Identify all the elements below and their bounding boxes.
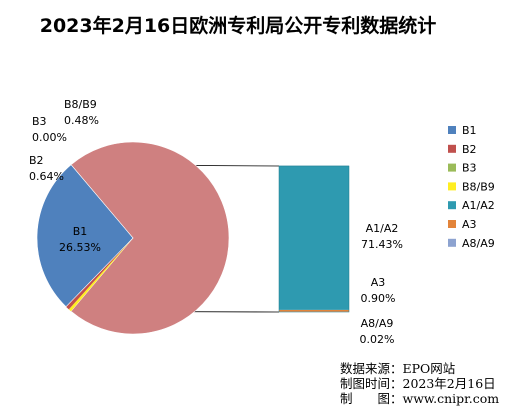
data-label-b3: B3 0.00% [32, 115, 67, 144]
legend-label-a8-a9: A8/A9 [462, 237, 495, 250]
chart-title: 2023年2月16日欧洲专利局公开专利数据统计 [40, 14, 437, 37]
data-label-b8-b9-value: 0.48% [64, 114, 99, 127]
data-label-a3: A3 0.90% [361, 276, 396, 305]
pie-slice-b1 [36, 164, 134, 308]
data-label-a1-a2-name: A1/A2 [366, 222, 399, 235]
legend-swatch-a3 [448, 220, 456, 228]
bar-outline [278, 165, 350, 313]
pie [36, 141, 230, 335]
pie-slice-b2 [66, 238, 133, 310]
legend-item-a3: A3 [448, 218, 477, 231]
pie-slice-b8-b9 [68, 238, 133, 312]
legend-swatch-b3 [448, 163, 456, 172]
legend-item-b2: B2 [448, 143, 477, 156]
legend-label-b1: B1 [462, 124, 477, 137]
data-label-a3-value: 0.90% [361, 292, 396, 305]
legend-item-a1-a2: A1/A2 [448, 199, 495, 212]
legend-item-a8-a9: A8/A9 [448, 237, 495, 250]
data-label-b8-b9: B8/B9 0.48% [64, 98, 99, 127]
source-block: 数据来源：EPO网站 制图时间：2023年2月16日 制 图：www.cnipr… [340, 361, 499, 406]
legend-swatch-b8-b9 [448, 182, 456, 191]
data-label-b2: B2 0.64% [29, 154, 64, 183]
legend-label-a3: A3 [462, 218, 477, 231]
legend: B1 B2 B3 B8/B9 A1/A2 A3 A8/A9 [448, 124, 495, 250]
legend-label-b8-b9: B8/B9 [462, 180, 495, 193]
source-line-1: 数据来源：EPO网站 [340, 361, 455, 376]
legend-swatch-a1-a2 [448, 201, 456, 210]
source-line-3: 制 图：www.cnipr.com [340, 391, 499, 406]
legend-item-b8-b9: B8/B9 [448, 180, 495, 193]
data-label-a1-a2: A1/A2 71.43% [361, 222, 403, 251]
legend-item-b3: B3 [448, 162, 477, 175]
data-label-b1-value: 26.53% [59, 241, 101, 254]
data-label-b1-name: B1 [73, 225, 88, 238]
bar-segment-a3 [279, 309, 349, 312]
bar-segment-a1-a2 [279, 165, 349, 310]
data-label-b3-value: 0.00% [32, 131, 67, 144]
data-label-b3-name: B3 [32, 115, 47, 128]
data-labels: B1 26.53% B2 0.64% B3 0.00% B8/B9 0.48% A1/A2 71.… [29, 98, 403, 346]
data-label-a3-name: A3 [371, 276, 386, 289]
legend-swatch-b2 [448, 144, 456, 153]
legend-label-a1-a2: A1/A2 [462, 199, 495, 212]
legend-swatch-a8-a9 [448, 238, 456, 247]
data-label-a8-a9: A8/A9 0.02% [360, 317, 395, 346]
pie-slice-other [70, 141, 230, 335]
data-label-b1: B1 26.53% [59, 225, 101, 254]
legend-label-b3: B3 [462, 162, 477, 175]
legend-swatch-b1 [448, 126, 456, 134]
stacked-bar [278, 165, 350, 313]
data-label-b2-value: 0.64% [29, 170, 64, 183]
legend-item-b1: B1 [448, 124, 477, 137]
data-label-a1-a2-value: 71.43% [361, 238, 403, 251]
data-label-a8-a9-name: A8/A9 [361, 317, 394, 330]
source-line-2: 制图时间：2023年2月16日 [340, 376, 496, 391]
legend-label-b2: B2 [462, 143, 477, 156]
data-label-a8-a9-value: 0.02% [360, 333, 395, 346]
data-label-b2-name: B2 [29, 154, 44, 167]
data-label-b8-b9-name: B8/B9 [64, 98, 97, 111]
